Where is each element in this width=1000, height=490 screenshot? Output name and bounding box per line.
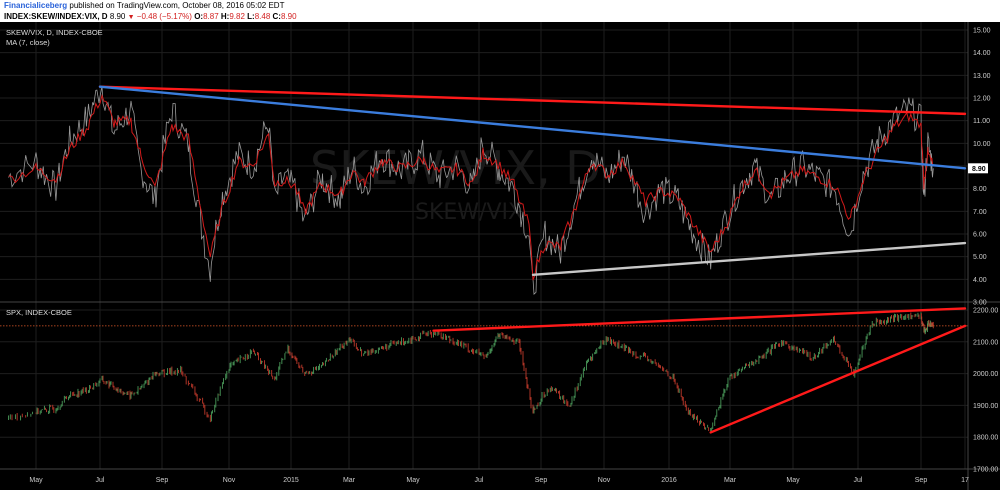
ohlc-line: INDEX:SKEW/INDEX:VIX, D 8.90 ▼ −0.48 (−5…: [4, 11, 297, 23]
trendline-gray: [531, 241, 967, 277]
top-price-axis[interactable]: 3.004.005.006.007.008.009.0010.0011.0012…: [973, 28, 991, 307]
price-tick-label: 3.00: [973, 300, 987, 307]
high-value: 9.82: [229, 12, 245, 21]
time-tick-label: May: [29, 477, 43, 484]
publisher-link[interactable]: Financialiceberg: [4, 1, 68, 10]
low-label: L:: [247, 12, 255, 21]
price-tick-label: 2200.00: [973, 308, 998, 315]
trendline-blue: [98, 85, 967, 170]
high-label: H:: [220, 12, 230, 21]
chart-canvas[interactable]: SKEW/VIX, D SKEW/VIX 3.00 4.00 5.00 6.00 7.0…: [0, 22, 1000, 490]
time-tick-label: Mar: [724, 477, 737, 484]
trendlines[interactable]: [98, 85, 967, 434]
price-tick-label: 6.00: [973, 232, 987, 239]
price-tick-label: 2100.00: [973, 339, 998, 346]
trendline-red_bottom: [709, 324, 967, 434]
time-tick-label: Jul: [475, 477, 484, 484]
last-price-badge: 8.90: [968, 163, 988, 174]
open-label: O:: [194, 12, 204, 21]
published-text: published on TradingView.com, October 08…: [69, 1, 285, 10]
trendline-red_top: [432, 307, 967, 332]
time-axis[interactable]: May Jul Sep Nov 2015 Mar May Jul Sep Nov 2016 Mar Ma…: [29, 477, 969, 484]
top-legend-ma: MA (7, close): [6, 38, 50, 47]
price-tick-label: 12.00: [973, 96, 991, 103]
price-tick-label: 1900.00: [973, 403, 998, 410]
top-legend-title: SKEW/VIX, D, INDEX-CBOE: [6, 28, 103, 37]
close-label: C:: [272, 12, 281, 21]
time-tick-label: Nov: [223, 477, 236, 484]
time-tick-label: Sep: [156, 477, 169, 484]
watermark-subtitle: SKEW/VIX: [415, 200, 523, 225]
ma-line: [8, 93, 934, 281]
skew-vix-line: [8, 85, 934, 295]
spx-candles: [0, 312, 968, 432]
publish-line: Financialiceberg published on TradingVie…: [4, 0, 284, 11]
price-tick-label: 10.00: [973, 141, 991, 148]
low-value: 8.48: [254, 12, 271, 21]
time-tick-label: 2015: [283, 477, 299, 484]
time-tick-label: Sep: [915, 477, 928, 484]
open-value: 8.87: [203, 12, 219, 21]
price-tick-label: 8.00: [973, 186, 987, 193]
chart-header: Financialiceberg published on TradingVie…: [0, 0, 1000, 22]
price-tick-label: 15.00: [973, 28, 991, 35]
time-tick-label: 2016: [661, 477, 677, 484]
price-tick-label: 14.00: [973, 50, 991, 57]
time-tick-label: Sep: [535, 477, 548, 484]
price-tick-label: 1800.00: [973, 435, 998, 442]
time-tick-label: Jul: [96, 477, 105, 484]
time-tick-label: May: [406, 477, 420, 484]
price-tick-label: 4.00: [973, 277, 987, 284]
time-tick-label: 17: [961, 477, 969, 484]
time-tick-label: May: [786, 477, 800, 484]
price-change: −0.48 (−5.17%): [136, 12, 192, 21]
bottom-price-axis[interactable]: 1700.00 1800.00 1900.00 2000.00 2100.00 2200.…: [973, 308, 998, 474]
symbol-label: INDEX:SKEW/INDEX:VIX, D: [4, 12, 108, 21]
price-tick-label: 5.00: [973, 254, 987, 261]
price-tick-label: 7.00: [973, 209, 987, 216]
down-arrow-icon: ▼: [127, 14, 135, 21]
close-value: 8.90: [280, 12, 297, 21]
price-tick-label: 1700.00: [973, 467, 998, 474]
watermark-title: SKEW/VIX, D: [310, 141, 601, 195]
time-tick-label: Mar: [343, 477, 356, 484]
price-tick-label: 2000.00: [973, 371, 998, 378]
skew-vix-series: [8, 85, 934, 295]
bottom-legend-title: SPX, INDEX-CBOE: [6, 308, 72, 317]
last-price-badge-label: 8.90: [972, 166, 986, 173]
trendline-red: [98, 85, 967, 116]
last-price: 8.90: [109, 12, 126, 21]
time-tick-label: Jul: [854, 477, 863, 484]
time-tick-label: Nov: [598, 477, 611, 484]
price-tick-label: 13.00: [973, 73, 991, 80]
price-tick-label: 11.00: [973, 118, 990, 125]
